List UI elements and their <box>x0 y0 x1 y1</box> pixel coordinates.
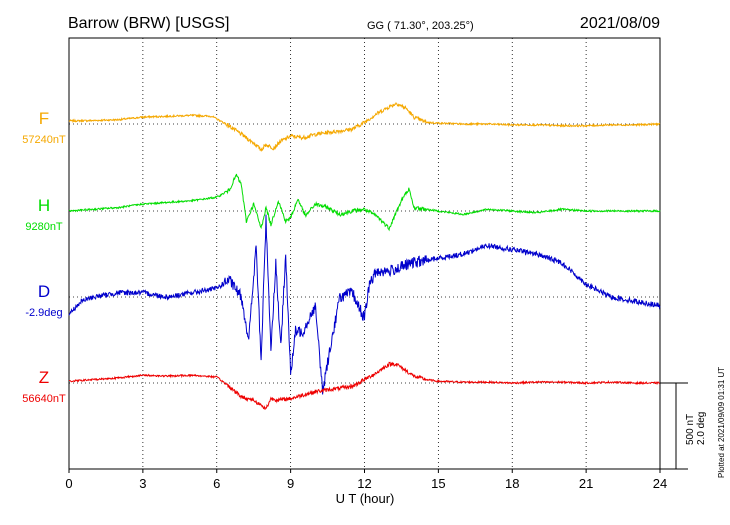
grid <box>142 38 587 469</box>
series-name-Z: Z <box>39 368 49 387</box>
series-name-F: F <box>39 109 49 128</box>
x-tick-label: 6 <box>213 476 220 491</box>
station-title: Barrow (BRW) [USGS] <box>68 15 230 32</box>
series-line-D <box>68 214 661 395</box>
x-tick-label: 15 <box>431 476 445 491</box>
x-ticks: 0 3 6 9 12 15 18 21 24 <box>65 469 667 491</box>
series-name-H: H <box>38 196 50 215</box>
series-baseline-H: 9280nT <box>25 221 63 233</box>
x-tick-label: 0 <box>65 476 72 491</box>
scale-bar-deg-label: 2.0 deg <box>696 412 707 445</box>
x-tick-label: 18 <box>505 476 519 491</box>
series-baseline-D: -2.9deg <box>25 307 62 319</box>
plotted-at-note: Plotted at 2021/09/09 01:31 UT <box>717 367 726 478</box>
date-label: 2021/08/09 <box>580 15 660 32</box>
series-line-Z <box>69 361 661 410</box>
series-labels: F 57240nT H 9280nT D -2.9deg Z 56640nT <box>22 109 66 405</box>
series-line-F <box>68 101 661 153</box>
series-baseline-F: 57240nT <box>22 134 66 146</box>
series-layer <box>68 101 661 410</box>
series-name-D: D <box>38 282 50 301</box>
x-tick-label: 24 <box>653 476 667 491</box>
scale-bar: 500 nT 2.0 deg <box>660 382 707 470</box>
series-baseline-Z: 56640nT <box>22 393 66 405</box>
x-tick-label: 12 <box>357 476 371 491</box>
scale-bar-nt-label: 500 nT <box>685 414 696 445</box>
coordinates-label: GG ( 71.30°, 203.25°) <box>367 20 474 32</box>
x-tick-label: 9 <box>287 476 294 491</box>
x-tick-label: 3 <box>139 476 146 491</box>
x-axis-label: U T (hour) <box>336 491 395 506</box>
x-tick-label: 21 <box>579 476 593 491</box>
series-line-H <box>68 173 661 232</box>
